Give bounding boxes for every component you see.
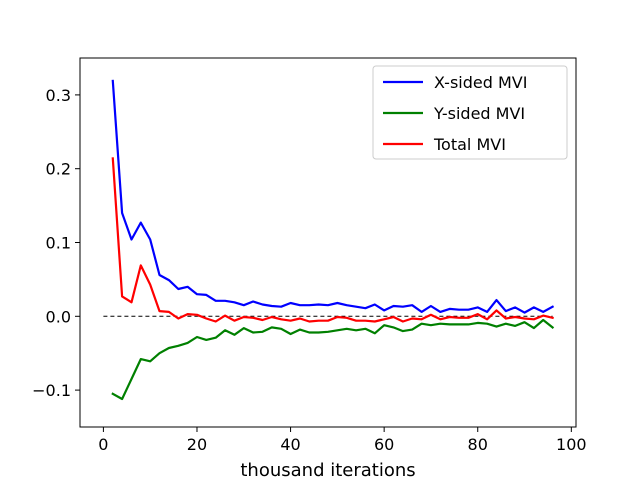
- x-tick-label: 100: [556, 435, 587, 454]
- x-tick-label: 60: [374, 435, 394, 454]
- y-tick-label: −0.1: [32, 381, 71, 400]
- legend: X-sided MVI Y-sided MVI Total MVI: [372, 65, 568, 160]
- x-tick-label: 80: [468, 435, 488, 454]
- x-tick-label: 40: [280, 435, 300, 454]
- legend-box: [372, 65, 568, 160]
- legend-label-y-sided-mvi: Y-sided MVI: [433, 104, 525, 123]
- legend-label-x-sided-mvi: X-sided MVI: [434, 73, 527, 92]
- x-tick-label: 20: [187, 435, 207, 454]
- x-axis-label: thousand iterations: [240, 460, 415, 480]
- x-axis: 0 20 40 60 80 100: [98, 427, 587, 454]
- y-axis: −0.1 0.0 0.1 0.2 0.3: [32, 86, 80, 400]
- y-tick-label: 0.0: [46, 307, 71, 326]
- series-line-x-sided-mvi: [111, 79, 555, 314]
- series-line-total-mvi: [111, 157, 554, 323]
- x-tick-label: 0: [98, 435, 108, 454]
- y-tick-label: 0.2: [46, 160, 71, 179]
- series-line-y-sided-mvi: [111, 318, 555, 401]
- legend-label-total-mvi: Total MVI: [433, 135, 506, 154]
- y-tick-label: 0.1: [46, 234, 71, 253]
- series-layer: [111, 79, 555, 401]
- y-tick-label: 0.3: [46, 86, 71, 105]
